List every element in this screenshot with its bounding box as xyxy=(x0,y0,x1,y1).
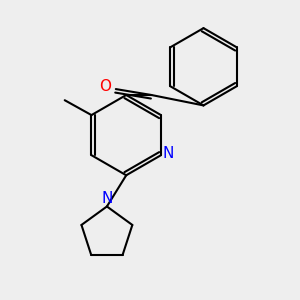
Text: O: O xyxy=(99,79,111,94)
Text: N: N xyxy=(163,146,174,161)
Text: N: N xyxy=(101,191,112,206)
